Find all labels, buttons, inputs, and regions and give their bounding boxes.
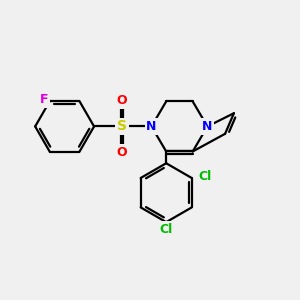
Text: O: O <box>117 146 127 159</box>
Text: O: O <box>117 94 127 107</box>
Text: F: F <box>40 93 48 106</box>
Text: N: N <box>146 120 157 133</box>
Text: N: N <box>202 120 213 133</box>
Text: Cl: Cl <box>198 170 212 183</box>
Text: S: S <box>117 119 127 134</box>
Text: Cl: Cl <box>160 223 173 236</box>
